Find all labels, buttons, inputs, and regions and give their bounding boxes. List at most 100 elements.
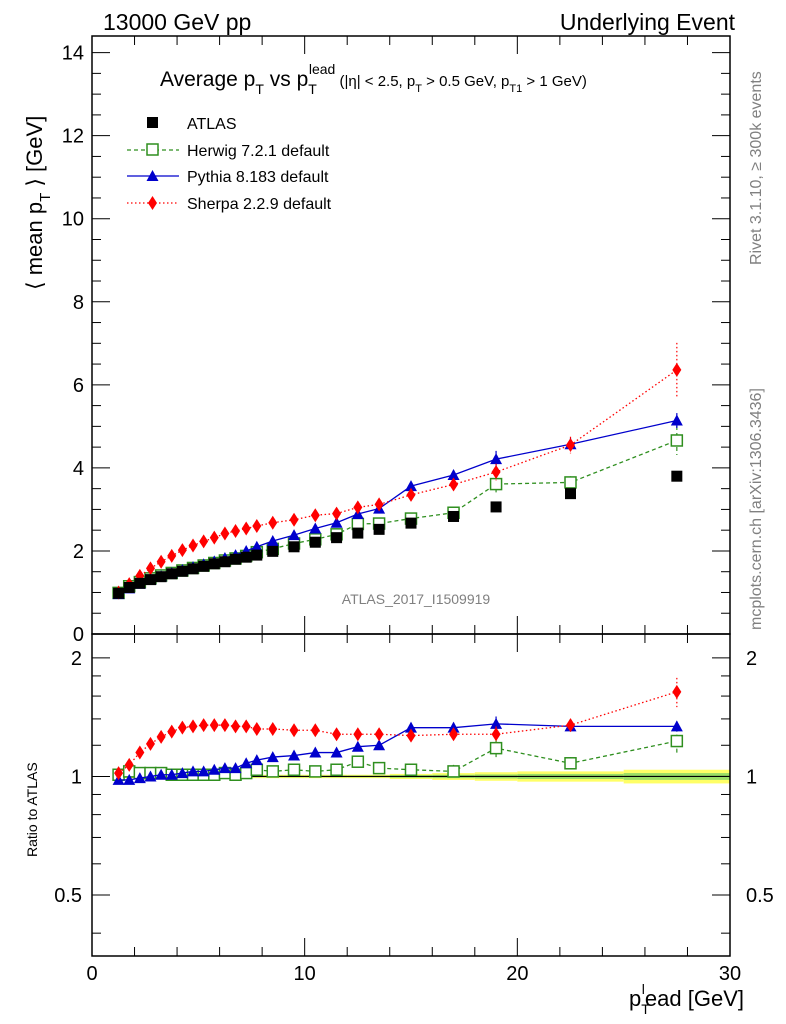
ratio-y-tick-label-right: 2	[746, 648, 757, 670]
sherpa-data-point	[241, 719, 251, 734]
pythia-data-point	[447, 468, 460, 480]
legend-marker-atlas	[147, 117, 158, 128]
atlas-data-point	[251, 549, 263, 561]
herwig-data-point	[489, 741, 503, 755]
x-tick-label: 20	[506, 963, 528, 985]
legend-label-pythia: Pythia 8.183 default	[187, 169, 329, 186]
ratio-series-sherpa	[114, 677, 682, 781]
header-right: Underlying Event	[560, 9, 736, 35]
atlas-data-point	[134, 577, 146, 589]
legend-marker-pythia	[146, 170, 159, 181]
sherpa-data-point	[406, 728, 416, 743]
main-y-tick-label: 10	[62, 209, 84, 231]
sherpa-data-point	[672, 684, 682, 699]
sherpa-data-point	[289, 512, 299, 527]
main-y-tick-label: 8	[73, 292, 84, 314]
sherpa-data-point	[310, 508, 320, 523]
atlas-data-point	[166, 568, 178, 580]
atlas-data-point	[288, 541, 300, 553]
sherpa-data-point	[199, 534, 209, 549]
sherpa-data-point	[374, 497, 384, 512]
sherpa-data-point	[566, 718, 575, 733]
main-y-tick-label: 2	[73, 541, 84, 563]
sherpa-data-point	[332, 506, 342, 521]
herwig-data-point	[239, 766, 253, 780]
atlas-data-point	[187, 563, 199, 575]
herwig-data-point	[266, 765, 280, 778]
sherpa-data-point	[156, 729, 166, 744]
pythia-data-point	[490, 717, 503, 729]
atlas-data-point	[113, 587, 125, 599]
pythia-data-point	[309, 746, 322, 758]
main-ticks: 0 2 4 6 8 10 12 14	[62, 36, 731, 646]
sherpa-data-point	[449, 727, 459, 742]
pythia-data-point	[447, 721, 460, 733]
herwig-data-point	[447, 765, 460, 778]
atlas-data-point	[405, 517, 417, 529]
sherpa-data-point	[566, 438, 575, 453]
main-y-tick-label: 6	[73, 375, 84, 397]
atlas-data-point	[240, 551, 252, 563]
herwig-data-point	[309, 765, 322, 778]
sherpa-data-point	[289, 723, 299, 738]
main-y-axis-label: ⟨ mean pT ⟩ [GeV]	[22, 116, 54, 290]
main-title: Average pT vs pTlead (|η| < 2.5, pT > 0.…	[160, 61, 587, 97]
atlas-data-point	[219, 556, 231, 568]
sherpa-data-point	[209, 530, 219, 545]
atlas-data-point	[155, 571, 167, 583]
pythia-data-point	[490, 453, 503, 465]
x-tick-label: 10	[294, 963, 316, 985]
atlas-data-point	[144, 574, 156, 586]
pythia-data-point	[144, 770, 157, 782]
sherpa-data-point	[406, 487, 416, 502]
sherpa-data-point	[177, 543, 187, 558]
sherpa-data-point	[167, 724, 177, 739]
herwig-data-point	[670, 734, 684, 748]
legend: ATLAS Herwig 7.2.1 default Pythia 8.183 …	[127, 116, 332, 213]
ratio-y-tick-label-left: 1	[71, 766, 82, 788]
legend-label-herwig: Herwig 7.2.1 default	[187, 143, 330, 160]
sherpa-data-point	[672, 362, 682, 377]
pythia-data-point	[670, 720, 683, 732]
pythia-data-point	[405, 480, 417, 492]
legend-marker-sherpa	[148, 196, 157, 210]
atlas-data-point	[208, 558, 220, 570]
ratio-frame	[91, 633, 731, 957]
pythia-data-point	[266, 751, 279, 763]
sherpa-data-point	[220, 718, 230, 733]
herwig-data-point	[564, 757, 577, 770]
main-series-atlas	[113, 470, 683, 599]
x-tick-label: 30	[719, 963, 741, 985]
sherpa-data-point	[145, 561, 155, 576]
atlas-data-point	[352, 527, 364, 539]
sherpa-data-point	[167, 548, 177, 563]
main-data-layer	[112, 342, 684, 600]
pythia-data-point	[405, 721, 417, 733]
sherpa-data-point	[231, 524, 241, 539]
legend-marker-herwig	[146, 143, 159, 156]
mcplots-reference-text: mcplots.cern.ch [arXiv:1306.3436]	[748, 388, 765, 630]
main-y-tick-label: 0	[73, 624, 84, 646]
sherpa-data-point	[374, 727, 384, 742]
main-panel: 0 2 4 6 8 10 12 14	[62, 35, 731, 646]
pythia-data-point	[229, 762, 242, 774]
sherpa-line	[118, 369, 678, 593]
sherpa-data-point	[491, 465, 501, 480]
atlas-data-point	[565, 488, 576, 500]
sherpa-data-point	[135, 745, 145, 760]
atlas-data-point	[373, 523, 385, 535]
herwig-data-point	[351, 755, 365, 768]
pythia-data-point	[218, 762, 231, 774]
pythia-data-point	[288, 749, 301, 761]
sherpa-line	[118, 691, 678, 774]
herwig-data-point	[287, 763, 301, 776]
sherpa-data-point	[353, 500, 363, 515]
atlas-data-point	[123, 581, 135, 593]
header-left: 13000 GeV pp	[103, 9, 251, 35]
ratio-y-axis-label: Ratio to ATLAS	[24, 762, 40, 857]
sherpa-data-point	[145, 736, 155, 751]
sherpa-data-point	[124, 757, 134, 772]
sherpa-data-point	[114, 766, 124, 781]
pythia-data-point	[250, 754, 263, 766]
legend-label-atlas: ATLAS	[187, 116, 237, 133]
